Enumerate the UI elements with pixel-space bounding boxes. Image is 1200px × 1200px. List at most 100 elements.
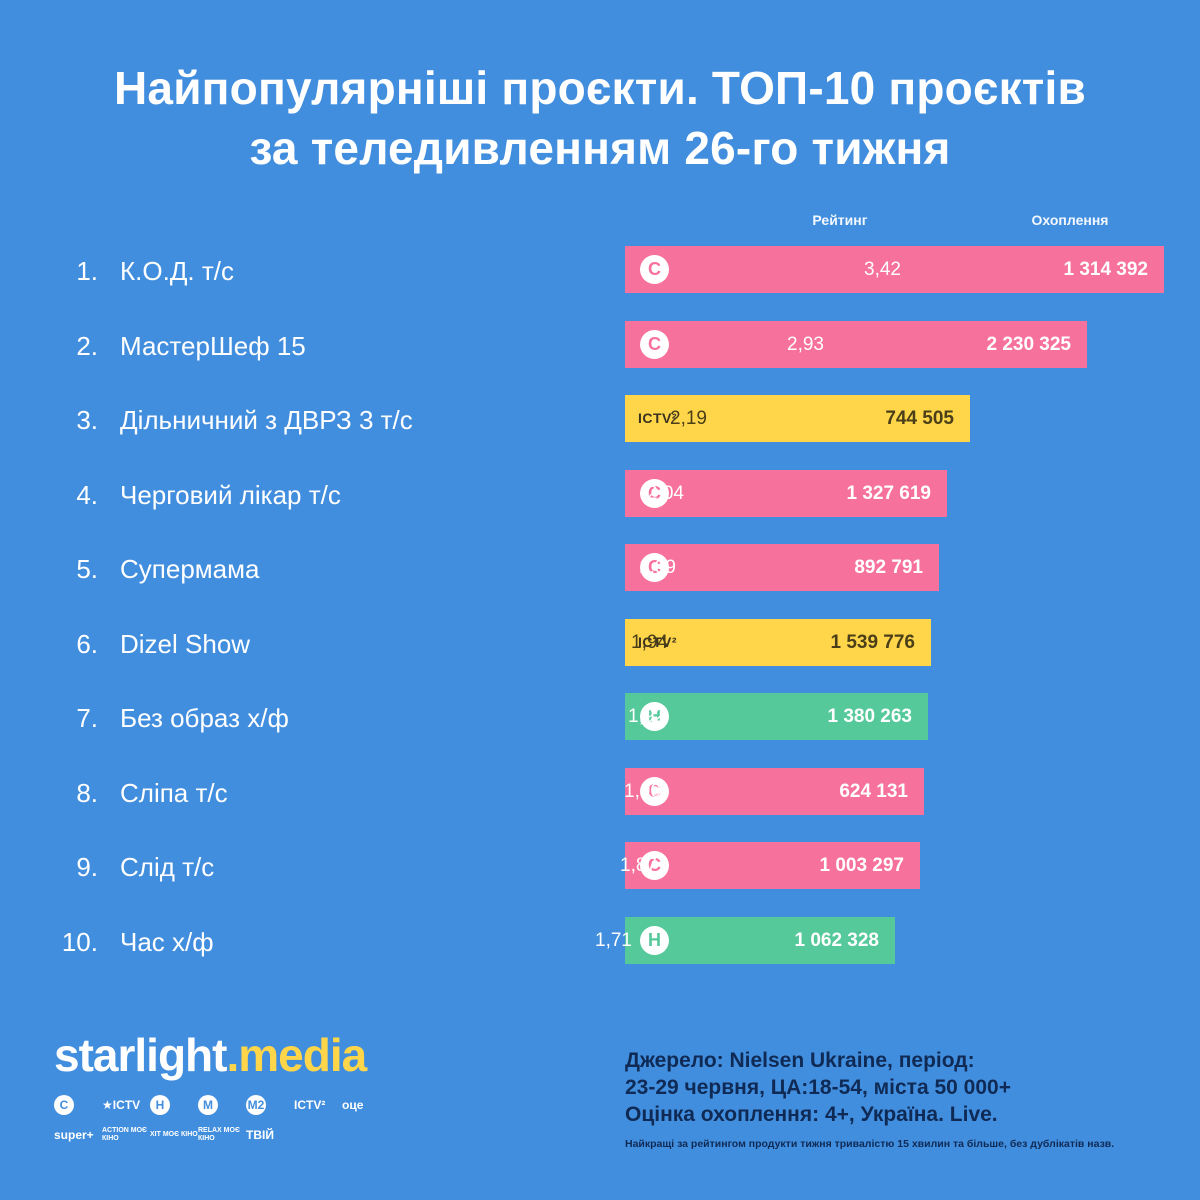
row-name: Без образ х/ф: [120, 703, 289, 733]
rating-label: 2,04: [647, 482, 684, 504]
row-rank: 7.: [76, 703, 98, 733]
channel-logo-text: ХІТ МОЄ КІНО: [150, 1131, 198, 1138]
channel-logo-text: ТВІЙ: [246, 1128, 274, 1142]
channel-round-icon: М: [198, 1095, 218, 1115]
row-rank: 3.: [76, 405, 98, 435]
stb-logo-icon: С: [640, 851, 669, 880]
channel-logo-icon: оце: [342, 1094, 390, 1116]
row-rank: 6.: [76, 628, 98, 659]
title-line-1: Найпопулярніші проєкти. ТОП-10 проєктів: [114, 62, 1086, 114]
source-line-1: Джерело: Nielsen Ukraine, період:: [625, 1049, 975, 1072]
channel-logo-icon: RELAX МОЄ КІНО: [198, 1124, 246, 1146]
brand-part-1: starlight: [54, 1029, 227, 1081]
channel-round-icon: Н: [150, 1095, 170, 1115]
row-name: Dizel Show: [120, 628, 251, 659]
bar: [625, 320, 1087, 368]
reach-label: 744 505: [885, 408, 954, 429]
row-rank: 1.: [76, 256, 98, 286]
stb-logo-icon: С: [640, 329, 669, 359]
row-name: Слід т/с: [120, 852, 215, 882]
ranking-chart: 1. К.О.Д. т/с С 3,42 1 314 392 2. МастерШеф 15…: [61, 246, 1164, 964]
stb-logo-icon: С: [640, 255, 669, 284]
row-name: Сліпа т/с: [120, 777, 228, 808]
rating-label: 1,92: [628, 706, 665, 727]
bar: [625, 767, 924, 815]
brand-part-2: media: [238, 1029, 367, 1081]
reach-label: 1 327 619: [846, 482, 931, 504]
row-name: МастерШеф 15: [120, 330, 306, 361]
stb-logo-icon: С: [640, 478, 669, 508]
channel-logo-icon: ХІТ МОЄ КІНО: [150, 1124, 198, 1146]
row-rank: 10.: [61, 926, 98, 957]
channel-logo-icon: ★ICTV: [102, 1094, 150, 1116]
channel-logo-icon: ТВІЙ: [246, 1124, 294, 1146]
source-line-2: 23-29 червня, ЦА:18-54, міста 50 000+: [625, 1076, 1011, 1099]
channel-round-icon: С: [54, 1095, 74, 1115]
reach-label: 1 539 776: [830, 631, 915, 653]
channel-logo-icon: М2: [246, 1094, 294, 1116]
rating-label: 3,42: [864, 259, 901, 280]
title-line-2: за теледивленням 26-го тижня: [249, 122, 951, 174]
rating-label: 1,90: [624, 780, 661, 802]
channel-logo-text: оце: [342, 1098, 364, 1112]
bar: [625, 618, 931, 666]
row-rank: 2.: [76, 330, 98, 361]
novyi-logo-icon: Н: [640, 702, 669, 731]
channel-logo-icon: М: [198, 1094, 246, 1116]
bar: [625, 916, 895, 964]
row-name: Супермама: [120, 554, 260, 584]
reach-label: 624 131: [839, 780, 908, 802]
rating-label: 1,94: [631, 631, 668, 653]
bar: [625, 544, 939, 591]
row-rank: 9.: [76, 852, 98, 882]
channel-logo-text: ICTV²: [294, 1098, 326, 1112]
rating-label: 1,99: [639, 557, 676, 578]
reach-label: 1 062 328: [794, 929, 879, 951]
bar: [625, 693, 928, 740]
channel-logo-icon: super+: [54, 1124, 102, 1146]
row-name: Час х/ф: [120, 926, 214, 957]
ictv2-logo-icon: ICTV²: [638, 410, 678, 426]
reach-label: 2 230 325: [986, 333, 1071, 355]
reach-label: 1 314 392: [1063, 259, 1148, 280]
channel-logo-icon: ICTV²: [294, 1094, 342, 1116]
bar: [625, 246, 1164, 293]
channel-logo-text: super+: [54, 1128, 94, 1142]
source-line-3: Оцінка охоплення: 4+, Україна. Live.: [625, 1103, 998, 1126]
reach-label: 892 791: [854, 557, 923, 578]
brand-dot: .: [226, 1029, 239, 1081]
row-rank: 4.: [76, 479, 98, 510]
row-name: К.О.Д. т/с: [120, 256, 235, 286]
bar: [625, 842, 920, 889]
channel-logo-icon: Н: [150, 1094, 198, 1116]
row-name: Дільничний з ДВРЗ 3 т/с: [120, 405, 413, 435]
channel-logos: С ★ICTV Н М М2 ICTV² оце super+ ACTION МОЄ КІНО Х…: [54, 1094, 394, 1146]
row-name: Черговий лікар т/с: [120, 479, 341, 510]
channel-logo-text: ★ICTV: [102, 1098, 141, 1112]
bar: [625, 469, 947, 517]
rating-label: 1,87: [620, 855, 657, 876]
rating-label: 1,71: [595, 929, 632, 951]
reach-column-header: Охоплення: [1031, 212, 1109, 228]
channel-logo-icon: ACTION МОЄ КІНО: [102, 1124, 150, 1146]
row-rank: 8.: [76, 777, 98, 808]
reach-label: 1 003 297: [819, 855, 904, 876]
stb-logo-icon: С: [640, 553, 669, 582]
rating-column-header: Рейтинг: [812, 212, 868, 228]
channel-logo-text: ACTION МОЄ КІНО: [102, 1127, 148, 1142]
rating-label: 2,19: [670, 408, 707, 429]
starlight-media-logo: starlight.media: [54, 1028, 367, 1082]
page-title: Найпопулярніші проєкти. ТОП-10 проєктів …: [0, 58, 1200, 178]
footnote: Найкращі за рейтингом продукти тижня три…: [625, 1138, 1115, 1150]
ictv2-logo-icon: ICTV²: [638, 633, 678, 650]
bar: [625, 395, 970, 442]
stb-logo-icon: С: [640, 776, 669, 806]
row-rank: 5.: [76, 554, 98, 584]
channel-logo-icon: С: [54, 1094, 102, 1116]
channel-logo-text: RELAX МОЄ КІНО: [198, 1127, 240, 1142]
channel-round-icon: М2: [246, 1095, 266, 1115]
source-info: Джерело: Nielsen Ukraine, період: 23-29 …: [625, 1047, 1185, 1128]
reach-label: 1 380 263: [827, 706, 912, 727]
novyi-logo-icon: Н: [640, 925, 669, 955]
rating-label: 2,93: [787, 333, 824, 355]
